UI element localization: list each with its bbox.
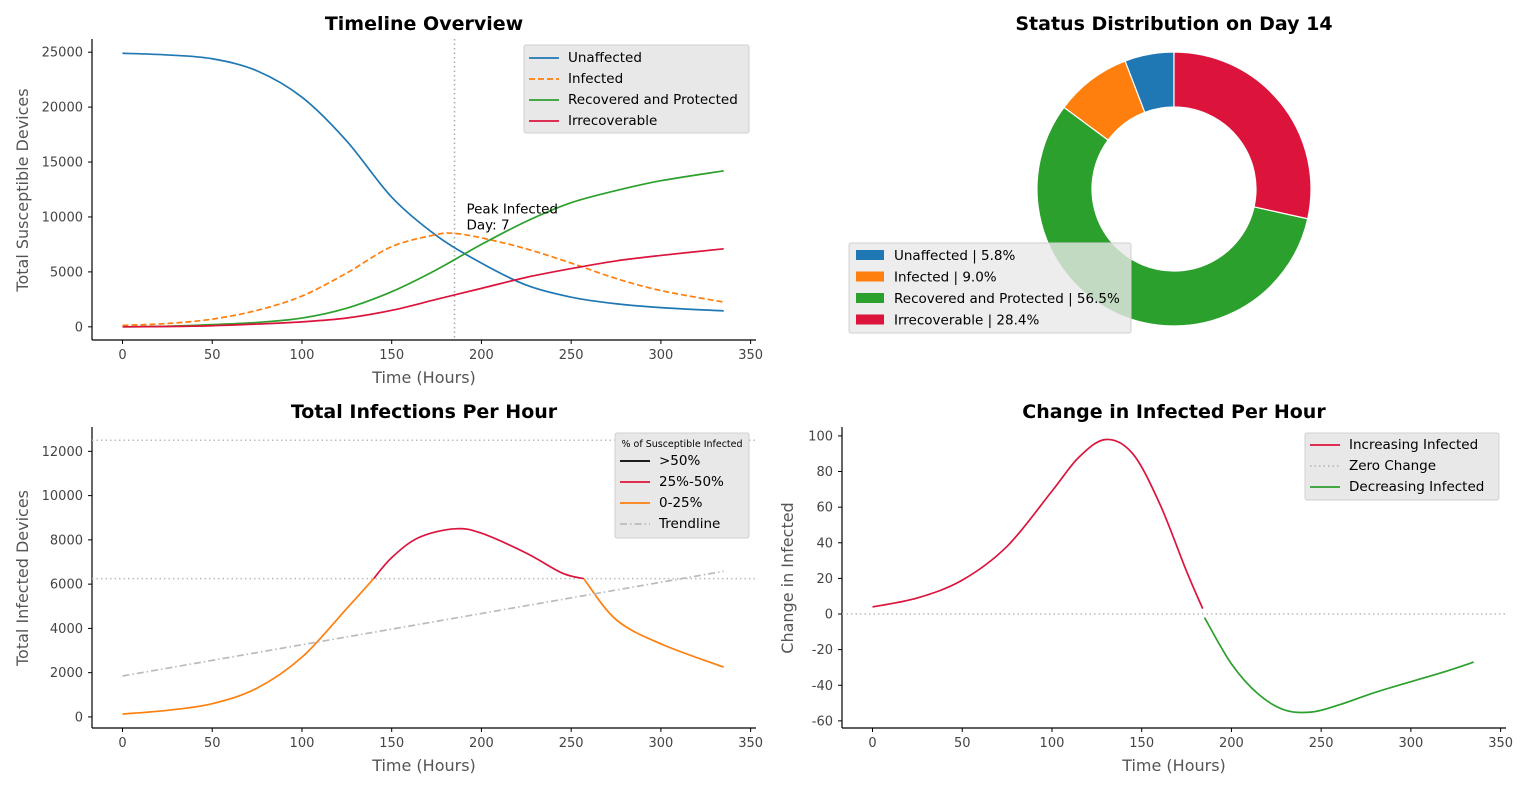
infections-x-tick-label: 350 (738, 736, 763, 751)
status-legend-label: Infected | 9.0% (894, 270, 997, 286)
status-title: Status Distribution on Day 14 (1015, 13, 1332, 35)
infections-y-tick-label: 6000 (50, 578, 83, 593)
timeline-series-line-recovered-and-protected (122, 169, 724, 328)
timeline-x-tick-label: 300 (648, 348, 673, 363)
timeline-legend-label: Recovered and Protected (568, 92, 738, 108)
infections-x-tick-label: 250 (559, 736, 584, 751)
change-x-tick-label: 100 (1040, 736, 1065, 751)
change-x-tick-label: 200 (1219, 736, 1244, 751)
status-legend-swatch (856, 271, 884, 282)
infections-panel: Total Infections Per Hour 0 50 100 150 200 25… (13, 401, 763, 775)
infections-legend-box (614, 432, 750, 539)
status-legend-label: Irrecoverable | 28.4% (894, 313, 1039, 329)
change-x-label: Time (Hours) (1121, 756, 1226, 775)
change-series-line-increasing-infected (872, 438, 1204, 610)
change-x-tick-label: 50 (954, 736, 971, 751)
change-x-tick-label: 0 (868, 736, 876, 751)
timeline-y-tick-label: 25000 (42, 46, 83, 61)
change-x-tick-label: 350 (1488, 736, 1513, 751)
timeline-legend-label: Infected (568, 71, 623, 87)
timeline-y-tick-label: 20000 (42, 101, 83, 116)
change-x-tick-label: 300 (1398, 736, 1423, 751)
infections-legend-title: % of Susceptible Infected (621, 439, 742, 450)
infections-x-label: Time (Hours) (371, 756, 476, 775)
infections-x-tick-label: 100 (290, 736, 315, 751)
change-legend-label: Zero Change (1349, 458, 1436, 474)
infections-y-tick-label: 12000 (42, 445, 83, 460)
timeline-series-line-unaffected (122, 52, 724, 312)
infections-y-tick-label: 2000 (50, 666, 83, 681)
change-panel: Change in Infected Per Hour 0 50 100 150 200… (778, 401, 1513, 775)
timeline-series-line-infected (122, 232, 724, 327)
infections-legend-label: >50% (659, 453, 700, 469)
timeline-legend-label: Unaffected (568, 50, 642, 66)
timeline-y-tick-label: 15000 (42, 156, 83, 171)
change-y-tick-label: 20 (816, 572, 833, 587)
change-legend-label: Decreasing Infected (1349, 479, 1484, 495)
change-y-tick-label: 40 (816, 536, 833, 551)
change-legend-box (1304, 432, 1500, 501)
timeline-x-label: Time (Hours) (371, 368, 476, 387)
infections-y-label: Total Infected Devices (13, 490, 32, 667)
change-y-tick-label: 60 (816, 501, 833, 516)
timeline-y-tick-label: 5000 (50, 265, 83, 280)
timeline-legend-label: Irrecoverable (568, 113, 657, 129)
infections-x-tick-label: 50 (204, 736, 221, 751)
status-legend-swatch (856, 314, 884, 325)
change-y-label: Change in Infected (778, 502, 797, 653)
infections-series-line-trendline (122, 570, 724, 677)
change-series-line-decreasing-infected (1203, 617, 1474, 714)
change-y-tick-label: -40 (812, 679, 833, 694)
change-x-tick-label: 150 (1129, 736, 1154, 751)
infections-legend-label: 0-25% (659, 495, 703, 511)
infections-legend-label: Trendline (658, 516, 720, 532)
change-title: Change in Infected Per Hour (1022, 401, 1326, 423)
timeline-annotation-line: Day: 7 (466, 218, 509, 234)
change-x-tick-label: 250 (1309, 736, 1334, 751)
timeline-x-tick-label: 350 (738, 348, 763, 363)
timeline-x-tick-label: 150 (379, 348, 404, 363)
status-legend-swatch (856, 293, 884, 303)
timeline-overview-panel: Timeline Overview 0 50 100 150 200 250 300 350 0… (13, 13, 763, 387)
change-y-tick-label: -20 (812, 643, 833, 658)
infections-x-tick-label: 0 (118, 736, 126, 751)
timeline-annotation-line: Peak Infected (466, 202, 558, 218)
infections-x-tick-label: 300 (648, 736, 673, 751)
infections-x-tick-label: 150 (379, 736, 404, 751)
change-y-tick-label: 100 (808, 429, 833, 444)
infections-series-line-0-25- (583, 578, 724, 668)
timeline-title: Timeline Overview (325, 13, 523, 35)
infections-x-tick-label: 200 (469, 736, 494, 751)
infections-y-tick-label: 0 (75, 710, 83, 725)
change-legend-label: Increasing Infected (1349, 437, 1478, 453)
timeline-x-tick-label: 250 (559, 348, 584, 363)
infections-y-tick-label: 10000 (42, 489, 83, 504)
timeline-series-line-irrecoverable (122, 247, 724, 328)
status-legend-label: Recovered and Protected | 56.5% (894, 291, 1120, 307)
infections-series-line-25-50- (373, 527, 584, 580)
donut-slice-irrecoverable (1173, 51, 1312, 220)
timeline-x-tick-label: 200 (469, 348, 494, 363)
timeline-x-tick-label: 100 (290, 348, 315, 363)
timeline-y-tick-label: 10000 (42, 210, 83, 225)
infections-y-tick-label: 4000 (50, 622, 83, 637)
infections-y-tick-label: 8000 (50, 533, 83, 548)
change-y-tick-label: 0 (825, 608, 833, 623)
infections-title: Total Infections Per Hour (291, 401, 558, 423)
infections-series-line-0-25- (122, 578, 375, 715)
timeline-legend-box (523, 44, 750, 134)
status-legend-swatch (856, 250, 884, 260)
change-y-tick-label: -60 (812, 714, 833, 729)
status-legend-label: Unaffected | 5.8% (894, 248, 1016, 264)
timeline-x-tick-label: 50 (204, 348, 221, 363)
status-legend-box (848, 242, 1132, 334)
infections-legend-label: 25%-50% (659, 474, 724, 490)
timeline-y-tick-label: 0 (75, 320, 83, 335)
timeline-x-tick-label: 0 (118, 348, 126, 363)
status-distribution-panel: Status Distribution on Day 14 Unaffected… (848, 13, 1333, 334)
change-y-tick-label: 80 (816, 465, 833, 480)
timeline-y-label: Total Susceptible Devices (13, 88, 32, 292)
